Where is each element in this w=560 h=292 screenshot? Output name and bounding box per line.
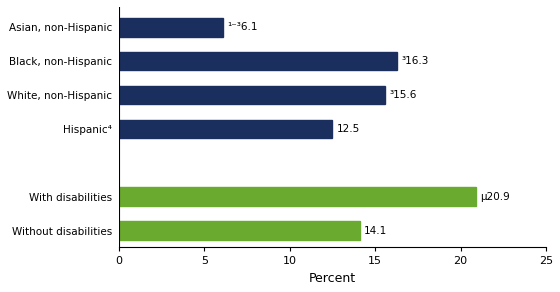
Text: ³16.3: ³16.3 [402,56,429,66]
Bar [119,120,333,138]
X-axis label: Percent: Percent [309,272,356,285]
Text: µ20.9: µ20.9 [480,192,510,202]
Text: 14.1: 14.1 [364,225,388,236]
Text: 12.5: 12.5 [337,124,360,134]
Bar [119,187,476,206]
Text: ³15.6: ³15.6 [390,90,417,100]
Bar [119,18,223,36]
Bar [119,86,385,104]
Bar [119,221,360,240]
Text: ¹⁻³6.1: ¹⁻³6.1 [227,22,258,32]
Bar [119,52,398,70]
